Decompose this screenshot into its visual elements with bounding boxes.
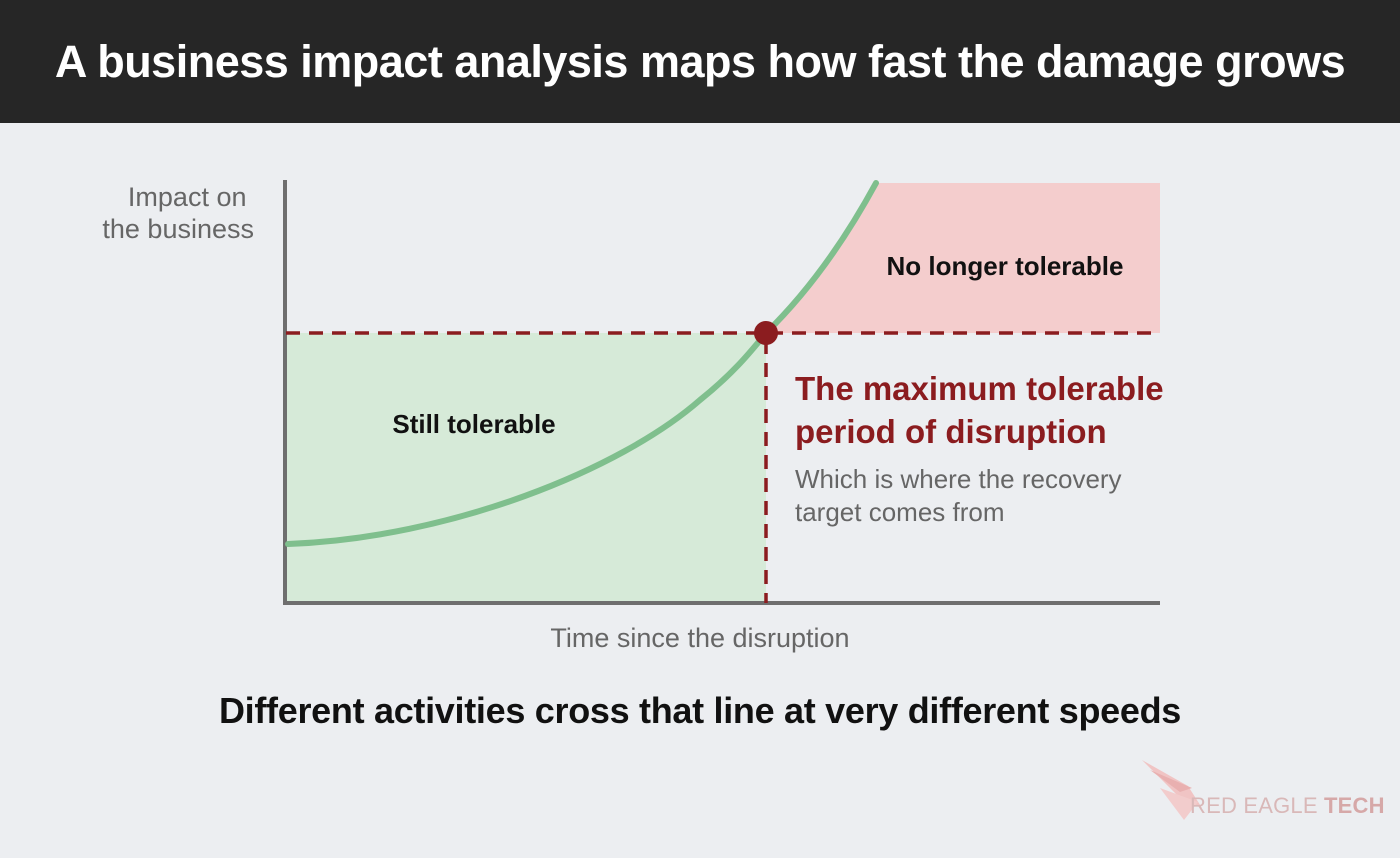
intolerable-region [766, 183, 1160, 333]
logo-text-main: RED EAGLE [1190, 793, 1318, 818]
impact-curve [285, 180, 879, 547]
tolerable-region [286, 333, 766, 602]
caption: Different activities cross that line at … [218, 690, 1182, 731]
eagle-logo-icon [1142, 760, 1202, 820]
title-bar: A business impact analysis maps how fast… [0, 0, 1400, 123]
intolerable-label: No longer tolerable [887, 251, 1124, 281]
threshold-heading-line1: The maximum tolerable [795, 370, 1164, 407]
tolerable-label: Still tolerable [392, 409, 555, 439]
threshold-note: Which is where the recovery target comes… [795, 464, 1129, 527]
y-axis-label: Impact on the business [102, 182, 254, 244]
threshold-point [754, 321, 778, 345]
threshold-note-line2: target comes from [795, 497, 1005, 527]
threshold-note-line1: Which is where the recovery [795, 464, 1122, 494]
threshold-heading-line2: period of disruption [795, 413, 1107, 450]
page-title: A business impact analysis maps how fast… [54, 35, 1346, 87]
y-axis-label-line1: Impact on [128, 182, 247, 212]
threshold-heading: The maximum tolerable period of disrupti… [795, 370, 1173, 450]
y-axis-label-line2: the business [102, 214, 254, 244]
logo-text: RED EAGLE TECH [1190, 793, 1385, 819]
x-axis-label: Time since the disruption [550, 623, 849, 653]
logo-text-accent: TECH [1324, 793, 1385, 818]
impact-diagram: Impact on the business Time since the di… [102, 180, 1173, 653]
